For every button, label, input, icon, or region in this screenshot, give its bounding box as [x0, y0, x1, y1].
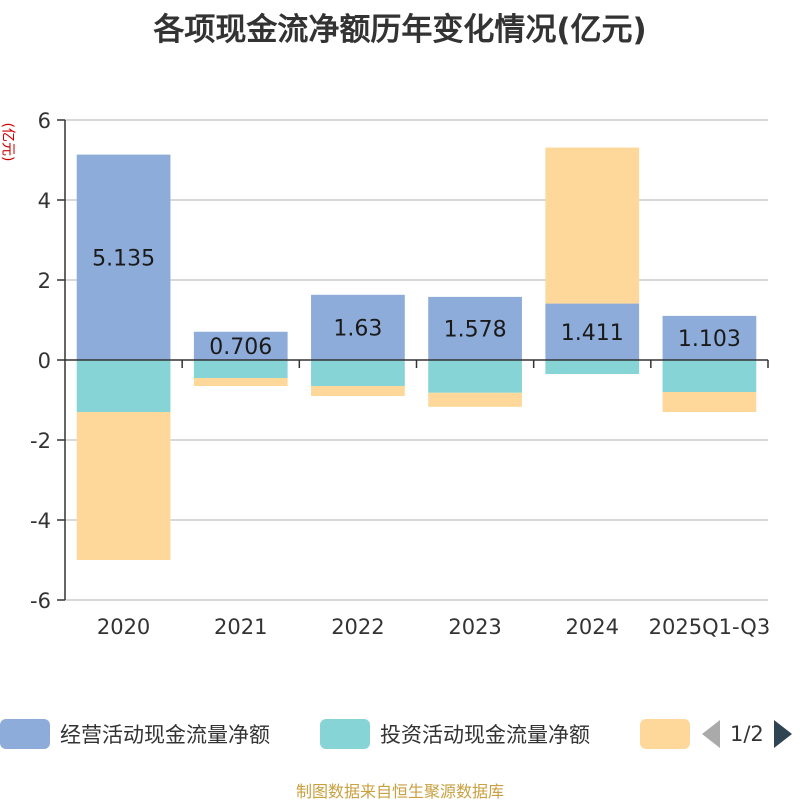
legend-prev-arrow-icon[interactable]: [702, 720, 720, 748]
bar-segment: [428, 296, 522, 360]
bar-data-label: 0.706: [209, 335, 272, 360]
bar-data-label: 1.411: [561, 321, 624, 346]
bar-segment: [311, 386, 405, 396]
stacked-bar-chart: 6 4 2 0 -2 -4 -6 5.135 2020 0.706 2021 1.63 2022 1.57…: [30, 109, 771, 639]
legend-page-number: 1/2: [730, 722, 764, 746]
bar-segment: [76, 154, 171, 360]
y-tick-label: -4: [30, 509, 51, 533]
bar-segment: [662, 360, 757, 392]
legend-label-operating: 经营活动现金流量净额: [60, 723, 270, 747]
y-tick-label: 0: [38, 349, 51, 373]
legend-swatch-operating: [0, 719, 50, 749]
legend-label-investing: 投资活动现金流量净额: [380, 723, 590, 747]
bar-segment: [76, 360, 171, 412]
y-tick-label: -2: [30, 429, 51, 453]
x-tick-label: 2020: [97, 615, 150, 639]
y-tick-label: 6: [38, 109, 51, 133]
bar-data-label: 5.135: [92, 246, 155, 271]
x-tick-label: 2024: [566, 615, 619, 639]
legend-pager: 1/2: [702, 716, 792, 752]
x-tick-label: 2022: [331, 615, 384, 639]
bar-segment: [193, 360, 288, 378]
x-tick-label: 2023: [448, 615, 501, 639]
bar-segment: [545, 360, 640, 374]
bar-segment: [311, 294, 405, 360]
bar-data-label: 1.578: [444, 317, 507, 342]
y-tick-label: 4: [38, 189, 51, 213]
bar-segment: [193, 378, 288, 386]
bar-segment: [662, 315, 757, 360]
legend-item-investing[interactable]: 投资活动现金流量净额: [320, 716, 590, 752]
y-tick-label: 2: [38, 269, 51, 293]
x-tick-label: 2021: [214, 615, 267, 639]
bar-segment: [311, 360, 405, 386]
legend-item-financing[interactable]: [640, 716, 700, 752]
x-tick-label: 2025Q1-Q3: [649, 615, 771, 639]
legend-swatch-investing: [320, 719, 370, 749]
bar-data-label: 1.103: [678, 327, 741, 352]
bar-segment: [76, 412, 171, 560]
bar-segment: [193, 331, 288, 360]
bar-segment: [545, 147, 640, 304]
bar-segment: [662, 392, 757, 412]
bar-segment: [545, 303, 640, 360]
legend-swatch-financing: [640, 719, 690, 749]
y-tick-label: -6: [30, 589, 51, 613]
legend-item-operating[interactable]: 经营活动现金流量净额: [0, 716, 270, 752]
legend: 经营活动现金流量净额 投资活动现金流量净额 1/2: [0, 716, 800, 752]
bar-segment: [428, 392, 522, 407]
bar-data-label: 1.63: [333, 316, 382, 341]
chart-title: 各项现金流净额历年变化情况(亿元): [153, 12, 647, 48]
data-source-note: 制图数据来自恒生聚源数据库: [295, 782, 504, 801]
bar-segment: [428, 360, 522, 393]
legend-next-arrow-icon[interactable]: [773, 720, 792, 748]
